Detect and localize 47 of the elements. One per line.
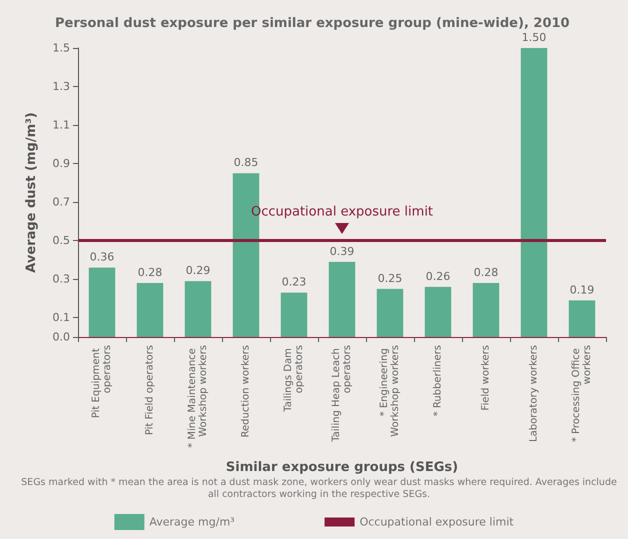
bar bbox=[568, 300, 596, 337]
x-tick-label: Field workers bbox=[480, 345, 492, 411]
data-label: 0.29 bbox=[186, 264, 210, 278]
data-label: 0.28 bbox=[138, 266, 162, 280]
y-tick-label: 1.5 bbox=[52, 42, 70, 54]
y-tick-label: 0.5 bbox=[52, 234, 70, 248]
legend-label: Average mg/m³ bbox=[149, 516, 235, 528]
x-tick-label: Tailing Heap Leach operators bbox=[331, 345, 353, 443]
bar bbox=[184, 281, 212, 337]
x-tick-label: * Engineering Workshop workers bbox=[379, 345, 401, 437]
data-label: 0.85 bbox=[234, 156, 258, 170]
data-label: 0.19 bbox=[570, 283, 594, 296]
bar bbox=[88, 268, 116, 337]
x-tick-label: * Rubberliners bbox=[432, 345, 444, 416]
data-label: 0.28 bbox=[474, 266, 498, 280]
y-tick-label: 0.1 bbox=[52, 311, 70, 324]
bar bbox=[472, 283, 500, 337]
data-label: 0.23 bbox=[282, 276, 306, 289]
x-tick-label: Pit Field operators bbox=[144, 345, 156, 436]
x-axis-title: Similar exposure groups (SEGs) bbox=[226, 460, 458, 475]
data-label: 0.26 bbox=[426, 270, 450, 283]
y-tick-label: 0.3 bbox=[52, 272, 70, 286]
x-tick-label: Tailings Dam operators bbox=[283, 345, 305, 413]
y-tick-label: 1.3 bbox=[52, 80, 70, 94]
x-tick-label: * Mine Maintenance Workshop workers bbox=[187, 345, 209, 448]
x-tick-label: Laboratory workers bbox=[528, 345, 540, 442]
x-tick-label: * Processing Office workers bbox=[571, 345, 593, 442]
bar bbox=[280, 292, 308, 337]
data-label: 0.39 bbox=[330, 244, 354, 258]
data-label: 0.25 bbox=[378, 272, 402, 285]
y-tick-label: 0.0 bbox=[52, 330, 70, 344]
bar bbox=[424, 286, 452, 337]
chart-title: Personal dust exposure per similar exposure group (mine-wide), 2010 bbox=[55, 16, 570, 31]
bar bbox=[376, 288, 404, 337]
legend-label: Occupational exposure limit bbox=[360, 516, 514, 528]
x-tick-label: Pit Equipment operators bbox=[91, 345, 113, 418]
bar bbox=[520, 48, 548, 337]
data-label: 0.36 bbox=[90, 250, 114, 264]
y-axis-title: Average dust (mg/m³) bbox=[24, 112, 39, 273]
y-tick-label: 0.7 bbox=[52, 196, 70, 209]
y-tick-label: 0.9 bbox=[52, 157, 70, 170]
y-tick-label: 1.1 bbox=[52, 118, 70, 132]
x-tick-label: Reduction workers bbox=[240, 345, 252, 438]
bar bbox=[328, 262, 356, 337]
bar bbox=[136, 283, 164, 337]
text: SEGs marked with * mean the area is not a dust mask zone, workers only wear dust masks where required. Averages include all contractors working in the respective SEGs. bbox=[20, 477, 618, 501]
data-label: 1.50 bbox=[522, 31, 546, 44]
